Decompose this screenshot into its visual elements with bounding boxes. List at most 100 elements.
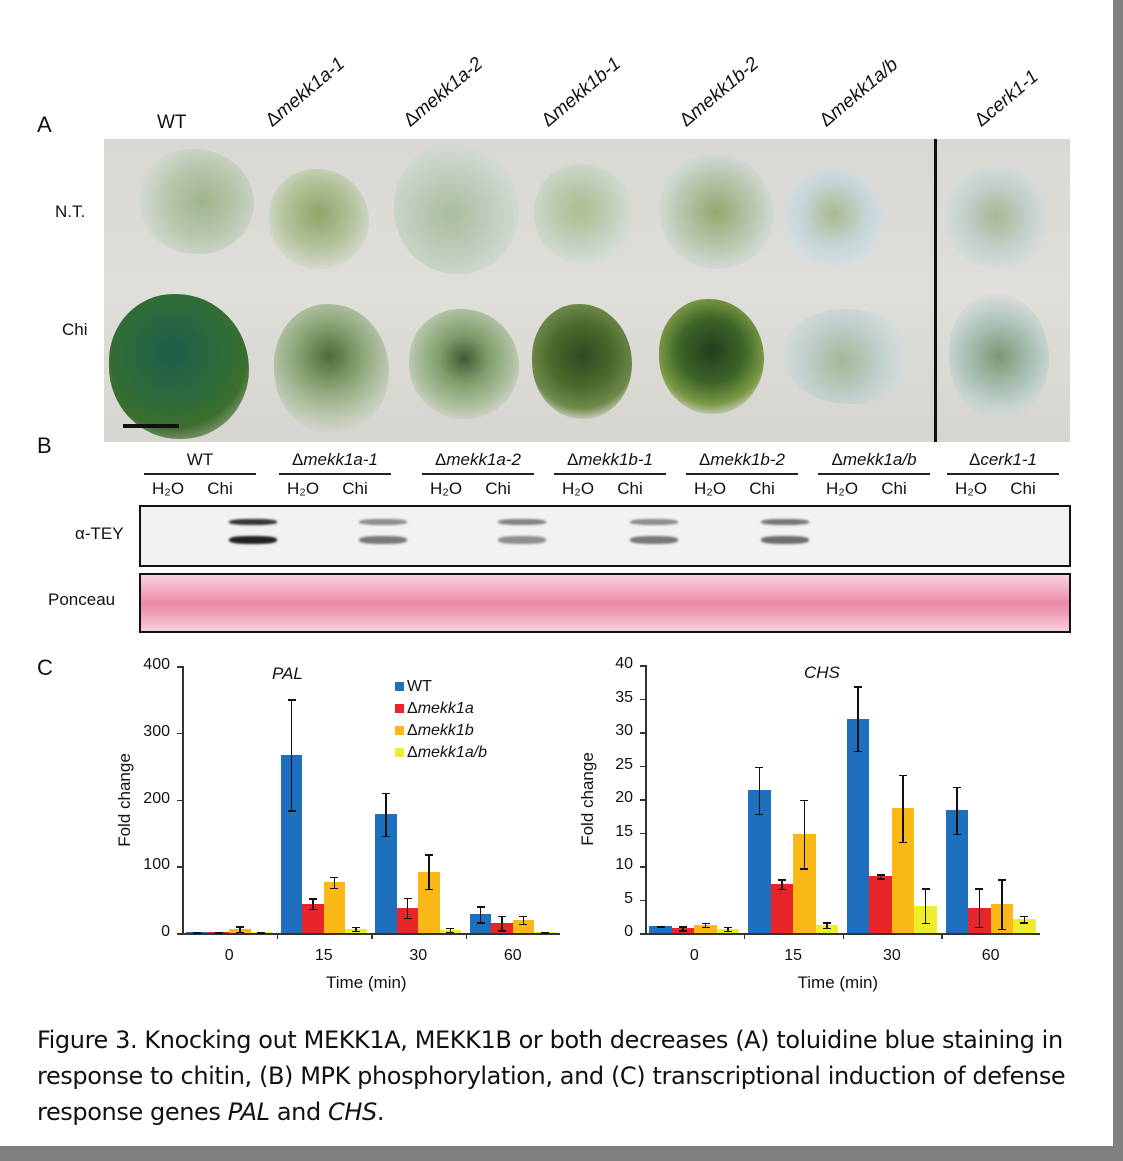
error-bar <box>924 888 927 923</box>
error-bar <box>758 766 761 814</box>
y-tick-label: 20 <box>615 789 633 806</box>
lane-label: H₂O <box>429 479 463 498</box>
caption-text: Figure 3. Knocking out MEKK1A, MEKK1B or… <box>37 1026 1066 1126</box>
strain-underline <box>686 473 798 475</box>
error-cap <box>777 888 786 891</box>
error-cap <box>235 926 244 928</box>
error-cap <box>424 888 433 891</box>
error-bar <box>479 906 482 923</box>
bar-dmekk1b-60 <box>512 919 535 933</box>
error-cap <box>997 879 1006 881</box>
y-tick-label: 300 <box>143 722 170 740</box>
error-cap <box>899 774 908 777</box>
x-tick-label: 60 <box>503 947 522 964</box>
lane-label: H₂O <box>151 479 185 498</box>
legend-swatch <box>395 704 404 714</box>
x-tick <box>743 933 746 939</box>
error-cap <box>997 928 1006 931</box>
error-bar <box>355 926 357 931</box>
y-tick-label: 5 <box>624 889 633 907</box>
error-bar <box>1001 879 1003 929</box>
moss-nt-mekk1a-2 <box>394 144 519 274</box>
chart-title: CHS <box>804 663 840 682</box>
x-tick <box>276 933 278 939</box>
moss-nt-mekk1b-1 <box>534 164 634 264</box>
x-tick <box>842 933 844 939</box>
x-axis-label: Time (min) <box>797 973 879 992</box>
y-tick <box>177 799 182 801</box>
error-bar <box>333 876 336 888</box>
error-cap <box>777 879 786 881</box>
tey-band-upper <box>498 519 546 525</box>
y-tick <box>640 832 645 834</box>
tey-band-lower <box>761 536 809 544</box>
x-tick-label: 60 <box>981 947 1000 964</box>
tey-band-upper <box>229 519 277 525</box>
error-bar <box>290 699 293 811</box>
lane-label: H₂O <box>693 479 727 498</box>
error-cap <box>1020 922 1029 924</box>
y-tick <box>177 666 182 668</box>
error-cap <box>800 799 809 802</box>
y-tick-label: 0 <box>161 923 170 940</box>
error-cap <box>498 915 506 918</box>
error-bar <box>682 926 684 931</box>
moss-chi-mekk1a-1 <box>274 304 389 434</box>
blot-strain-label: Δmekk1a-1 <box>292 450 378 469</box>
error-cap <box>701 922 710 925</box>
ponceau-stain <box>139 573 1071 633</box>
lane-label: Chi <box>1010 479 1036 498</box>
error-bar <box>428 854 430 889</box>
y-axis <box>182 666 184 933</box>
error-cap <box>921 922 930 925</box>
error-cap <box>403 917 412 920</box>
row-label-chi: Chi <box>62 320 88 339</box>
error-cap <box>724 926 733 929</box>
error-cap <box>382 792 391 795</box>
blot-label-tey: α-TEY <box>75 524 124 543</box>
error-cap <box>476 922 485 924</box>
error-cap <box>921 888 930 890</box>
moss-chi-cerk1-1 <box>949 294 1049 419</box>
strain-underline <box>422 473 534 475</box>
row-label-nt: N.T. <box>55 202 86 221</box>
bar-dmekk1b-30 <box>418 871 440 933</box>
panel-c-letter: C <box>37 655 53 680</box>
legend-item: WT <box>395 678 432 696</box>
legend-item: Δmekk1b <box>395 722 474 740</box>
blot-label-ponceau: Ponceau <box>48 590 116 609</box>
error-cap <box>899 841 908 844</box>
bar-dmekk1b-15 <box>793 833 816 933</box>
caption-end: . <box>376 1098 385 1126</box>
error-cap <box>952 786 961 789</box>
y-tick <box>640 765 645 767</box>
error-cap <box>755 766 764 769</box>
x-tick <box>941 933 943 939</box>
moss-chi-mekk1a-2 <box>409 309 519 419</box>
lane-label: Chi <box>617 479 643 498</box>
error-cap <box>287 810 296 812</box>
x-tick <box>465 933 467 939</box>
moss-chi-mekk1b-1 <box>532 304 632 419</box>
strain-underline <box>947 473 1059 475</box>
legend-item: Δmekk1a/b <box>395 744 487 762</box>
strain-underline <box>144 473 256 475</box>
moss-chi-mekk1b-2 <box>659 299 764 414</box>
bar-dmekk1a-30 <box>869 876 892 933</box>
panel-a-letter: A <box>37 112 52 137</box>
lane-label: Chi <box>207 479 233 498</box>
strain-label-mekk1a-2: Δmekk1a-2 <box>399 53 487 132</box>
error-cap <box>446 931 455 934</box>
y-tick <box>177 866 182 868</box>
moss-nt-mekk1a-b <box>784 169 884 269</box>
bar-WT-0 <box>649 926 672 933</box>
error-bar <box>781 879 783 889</box>
error-cap <box>800 868 809 870</box>
error-cap <box>876 874 885 876</box>
blot-strain-label: Δmekk1a/b <box>831 450 917 469</box>
strain-label-mekk1a-b: Δmekk1a/b <box>815 54 903 132</box>
bar-WT-60 <box>945 810 969 933</box>
lane-label: H₂O <box>561 479 595 498</box>
error-cap <box>309 898 317 900</box>
lane-label: Chi <box>881 479 907 498</box>
